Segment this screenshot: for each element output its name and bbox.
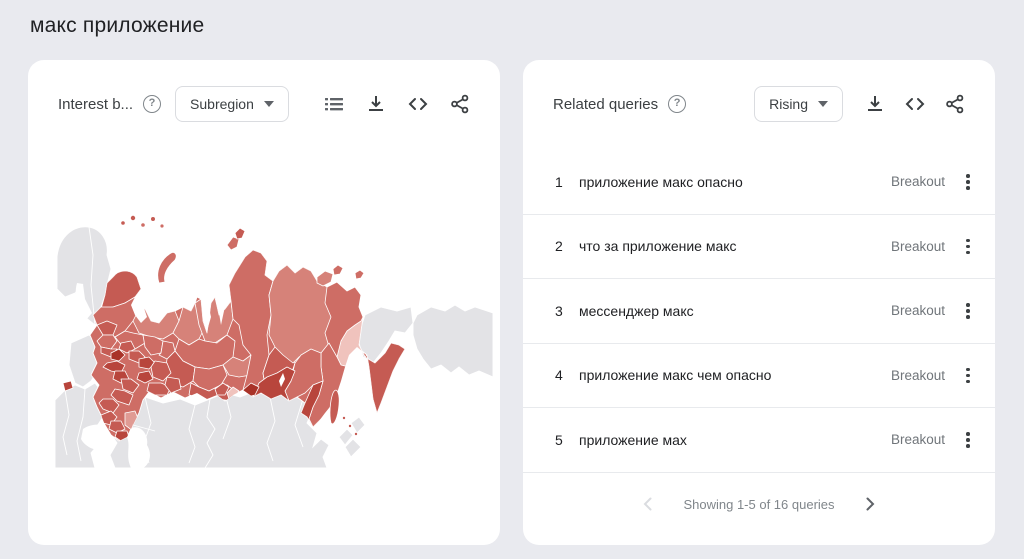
- query-text: что за приложение макс: [579, 238, 737, 255]
- query-rank: 2: [555, 238, 563, 255]
- list-view-icon[interactable]: [324, 94, 344, 114]
- more-options-icon[interactable]: [959, 302, 977, 320]
- query-value-badge: Breakout: [890, 367, 945, 383]
- query-text: мессенджер макс: [579, 302, 694, 319]
- related-card-header: Related queries ? Rising: [523, 60, 995, 124]
- download-icon[interactable]: [865, 94, 885, 114]
- russia-islands: [62, 214, 365, 436]
- subregion-dropdown-value: Subregion: [190, 96, 254, 112]
- rising-dropdown-value: Rising: [769, 96, 808, 112]
- help-icon[interactable]: ?: [143, 95, 162, 113]
- related-header-icons: [865, 94, 965, 114]
- previous-page-icon[interactable]: [639, 495, 657, 513]
- interest-card-header: Interest b... ? Subregion: [28, 60, 500, 124]
- query-row[interactable]: 4 приложение макс чем опасно Breakout: [523, 344, 995, 408]
- query-row[interactable]: 5 приложение мах Breakout: [523, 408, 995, 473]
- chevron-down-icon: [263, 101, 274, 107]
- more-options-icon[interactable]: [959, 431, 977, 449]
- help-icon[interactable]: ?: [668, 95, 687, 113]
- query-row[interactable]: 1 приложение макс опасно Breakout: [523, 150, 995, 215]
- query-text: приложение макс чем опасно: [579, 367, 772, 384]
- share-icon[interactable]: [450, 94, 470, 114]
- interest-choropleth-map[interactable]: [55, 185, 493, 468]
- more-options-icon[interactable]: [959, 237, 977, 255]
- related-queries-list: 1 приложение макс опасно Breakout 2 что …: [523, 150, 995, 473]
- query-value-badge: Breakout: [890, 238, 945, 254]
- interest-title: Interest b...: [58, 95, 134, 113]
- download-icon[interactable]: [366, 94, 386, 114]
- interest-by-subregion-card: Interest b... ? Subregion: [28, 60, 500, 545]
- related-queries-title: Related queries: [553, 95, 659, 113]
- interest-header-icons: [324, 94, 470, 114]
- query-rank: 3: [555, 302, 563, 319]
- more-options-icon[interactable]: [959, 173, 977, 191]
- pagination-text: Showing 1-5 of 16 queries: [683, 496, 835, 512]
- subregions: [92, 250, 405, 441]
- query-row[interactable]: 2 что за приложение макс Breakout: [523, 215, 995, 279]
- query-row[interactable]: 3 мессенджер макс Breakout: [523, 279, 995, 344]
- cards-container: Interest b... ? Subregion: [28, 60, 995, 545]
- embed-icon[interactable]: [408, 94, 428, 114]
- share-icon[interactable]: [945, 94, 965, 114]
- embed-icon[interactable]: [905, 94, 925, 114]
- next-page-icon[interactable]: [861, 495, 879, 513]
- more-options-icon[interactable]: [959, 366, 977, 384]
- query-text: приложение мах: [579, 431, 687, 448]
- query-value-badge: Breakout: [890, 432, 945, 448]
- query-value-badge: Breakout: [890, 303, 945, 319]
- page-title: макс приложение: [30, 14, 205, 37]
- query-text: приложение макс опасно: [579, 173, 743, 190]
- chevron-down-icon: [818, 101, 828, 107]
- rising-dropdown[interactable]: Rising: [754, 86, 843, 122]
- related-queries-card: Related queries ? Rising 1 п: [523, 60, 995, 545]
- query-rank: 1: [555, 173, 563, 190]
- query-rank: 4: [555, 367, 563, 384]
- subregion-dropdown[interactable]: Subregion: [175, 86, 289, 122]
- query-value-badge: Breakout: [890, 174, 945, 190]
- query-rank: 5: [555, 431, 563, 448]
- pagination: Showing 1-5 of 16 queries: [523, 495, 995, 513]
